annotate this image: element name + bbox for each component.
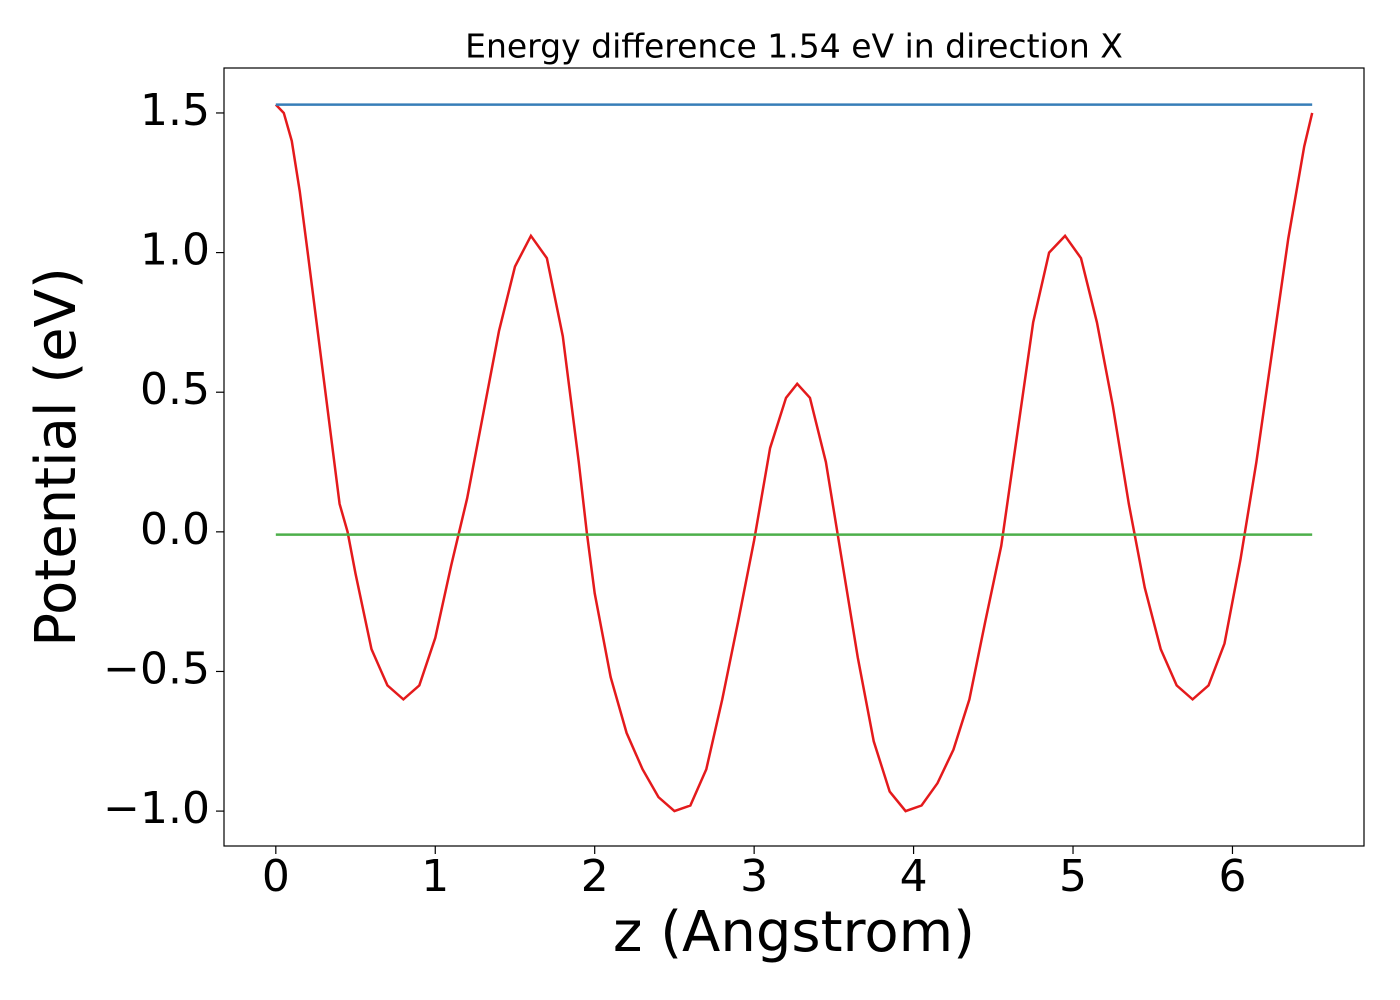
y-tick-label: 0.5 <box>140 364 210 415</box>
x-tick-label: 6 <box>1218 851 1246 902</box>
x-tick-label: 5 <box>1059 851 1087 902</box>
x-tick-label: 0 <box>262 851 290 902</box>
y-tick-label: 1.5 <box>140 85 210 136</box>
data-line <box>274 103 1314 813</box>
y-tick-label: 0.0 <box>140 504 210 555</box>
axes-frame <box>223 67 1365 847</box>
y-tick-label: −1.0 <box>103 783 210 834</box>
plot-area <box>274 103 1314 813</box>
y-tick-label: 1.0 <box>140 225 210 276</box>
x-tick-label: 2 <box>581 851 609 902</box>
x-tick-label: 1 <box>421 851 449 902</box>
y-axis-label: Potential (eV) <box>24 267 89 647</box>
x-tick-label: 3 <box>740 851 768 902</box>
y-tick-label: −0.5 <box>103 643 210 694</box>
chart-title: Energy difference 1.54 eV in direction X <box>465 27 1123 66</box>
x-tick-label: 4 <box>900 851 928 902</box>
x-axis-label: z (Angstrom) <box>613 900 975 965</box>
